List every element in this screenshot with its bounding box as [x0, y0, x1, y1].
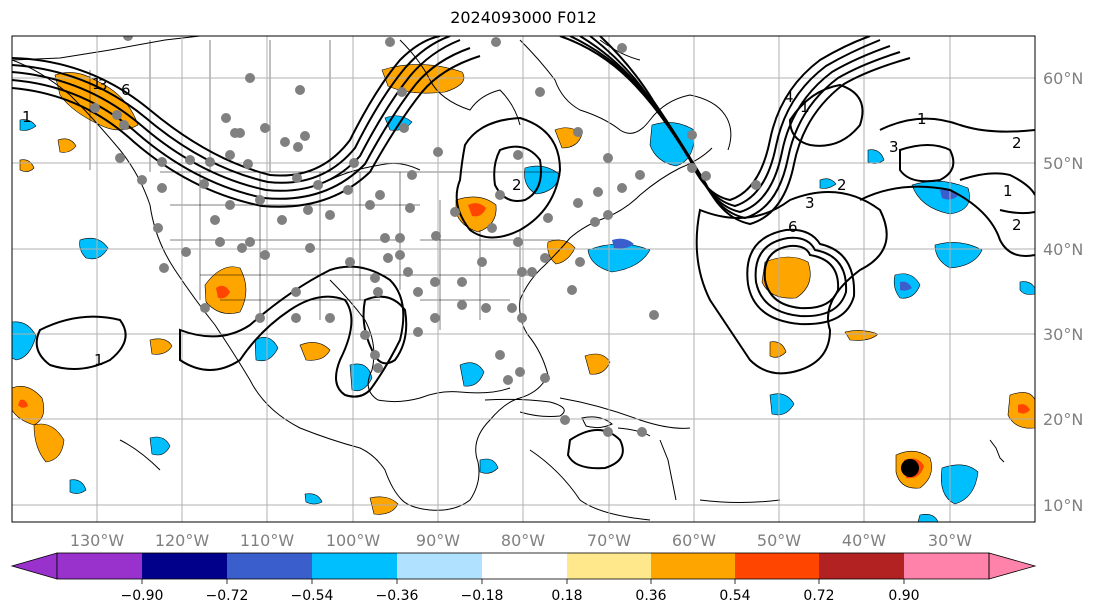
lat-label: 10°N: [1043, 496, 1083, 515]
colorbar-tick-label: 0.36: [635, 588, 666, 604]
contour-label: 4: [784, 88, 794, 106]
contour-label: 1: [92, 75, 102, 93]
station-markers: [90, 36, 761, 437]
storm-center-marker: [901, 459, 919, 477]
contour-label: 3: [98, 76, 108, 94]
colorbar-swatch: [567, 553, 651, 579]
colorbar-tick-label: 0.90: [888, 588, 919, 604]
colorbar-tick-label: −0.54: [291, 588, 334, 604]
colorbar: −0.90 −0.72 −0.54 −0.36 −0.18 0.18 0.36 …: [10, 552, 1037, 604]
lon-label: 50°W: [757, 531, 801, 550]
colorbar-swatch: [482, 553, 567, 579]
colorbar-swatch: [57, 553, 142, 579]
contour-label: 3: [805, 194, 815, 212]
contour-label: 2: [512, 176, 522, 194]
lon-label: 70°W: [587, 531, 631, 550]
lon-label: 120°W: [155, 531, 210, 550]
plot-title: 2024093000 F012: [450, 8, 597, 27]
lon-label: 90°W: [416, 531, 460, 550]
colorbar-frame: [56, 552, 990, 580]
lon-label: 80°W: [501, 531, 545, 550]
colorbar-swatch: [312, 553, 397, 579]
contour-label: 2: [837, 176, 847, 194]
colorbar-tick-label: 0.72: [803, 588, 834, 604]
colorbar-swatch: [651, 553, 735, 579]
colorbar-swatch: [819, 553, 904, 579]
contour-label: 1: [1003, 182, 1013, 200]
colorbar-swatch: [904, 553, 989, 579]
colorbar-extend-low: [10, 552, 58, 580]
contour-label: 2: [1012, 134, 1022, 152]
contour-label: 1: [22, 108, 32, 126]
colorbar-swatch: [142, 553, 227, 579]
lon-label: 60°W: [672, 531, 716, 550]
colorbar-tick-label: 0.54: [719, 588, 750, 604]
lat-label: 60°N: [1043, 69, 1083, 88]
contour-label: 6: [788, 218, 798, 236]
colorbar-tick-label: −0.36: [376, 588, 419, 604]
colorbar-swatch: [397, 553, 482, 579]
contour-label: 6: [121, 81, 131, 99]
lon-label: 30°W: [928, 531, 972, 550]
colorbar-extend-high: [988, 552, 1037, 580]
lon-label: 110°W: [240, 531, 295, 550]
latitude-labels: 60°N 50°N 40°N 30°N 20°N 10°N: [1043, 69, 1083, 515]
colorbar-tick-label: −0.90: [121, 588, 164, 604]
contour-label: 1: [94, 351, 104, 369]
colorbar-tick-label: −0.72: [206, 588, 249, 604]
contour-label: 1: [800, 98, 810, 116]
longitude-labels: 130°W 120°W 110°W 100°W 90°W 80°W 70°W 6…: [70, 531, 972, 550]
contour-label: 3: [889, 138, 899, 156]
lon-label: 130°W: [70, 531, 125, 550]
colorbar-tick-label: 0.18: [551, 588, 582, 604]
lon-label: 100°W: [326, 531, 381, 550]
lat-label: 40°N: [1043, 240, 1083, 259]
colorbar-swatch: [735, 553, 819, 579]
colorbar-swatch: [227, 553, 312, 579]
colorbar-tick-label: −0.18: [461, 588, 504, 604]
map-frame: [11, 35, 1036, 523]
lat-label: 30°N: [1043, 325, 1083, 344]
lat-label: 50°N: [1043, 154, 1083, 173]
contour-labels: 1 3 6 1 4 1 2 3 1 2 2 3 6 1 1 2: [22, 75, 1022, 369]
lat-label: 20°N: [1043, 410, 1083, 429]
lon-label: 40°W: [842, 531, 886, 550]
contour-label: 2: [1012, 216, 1022, 234]
contour-label: 1: [917, 110, 927, 128]
